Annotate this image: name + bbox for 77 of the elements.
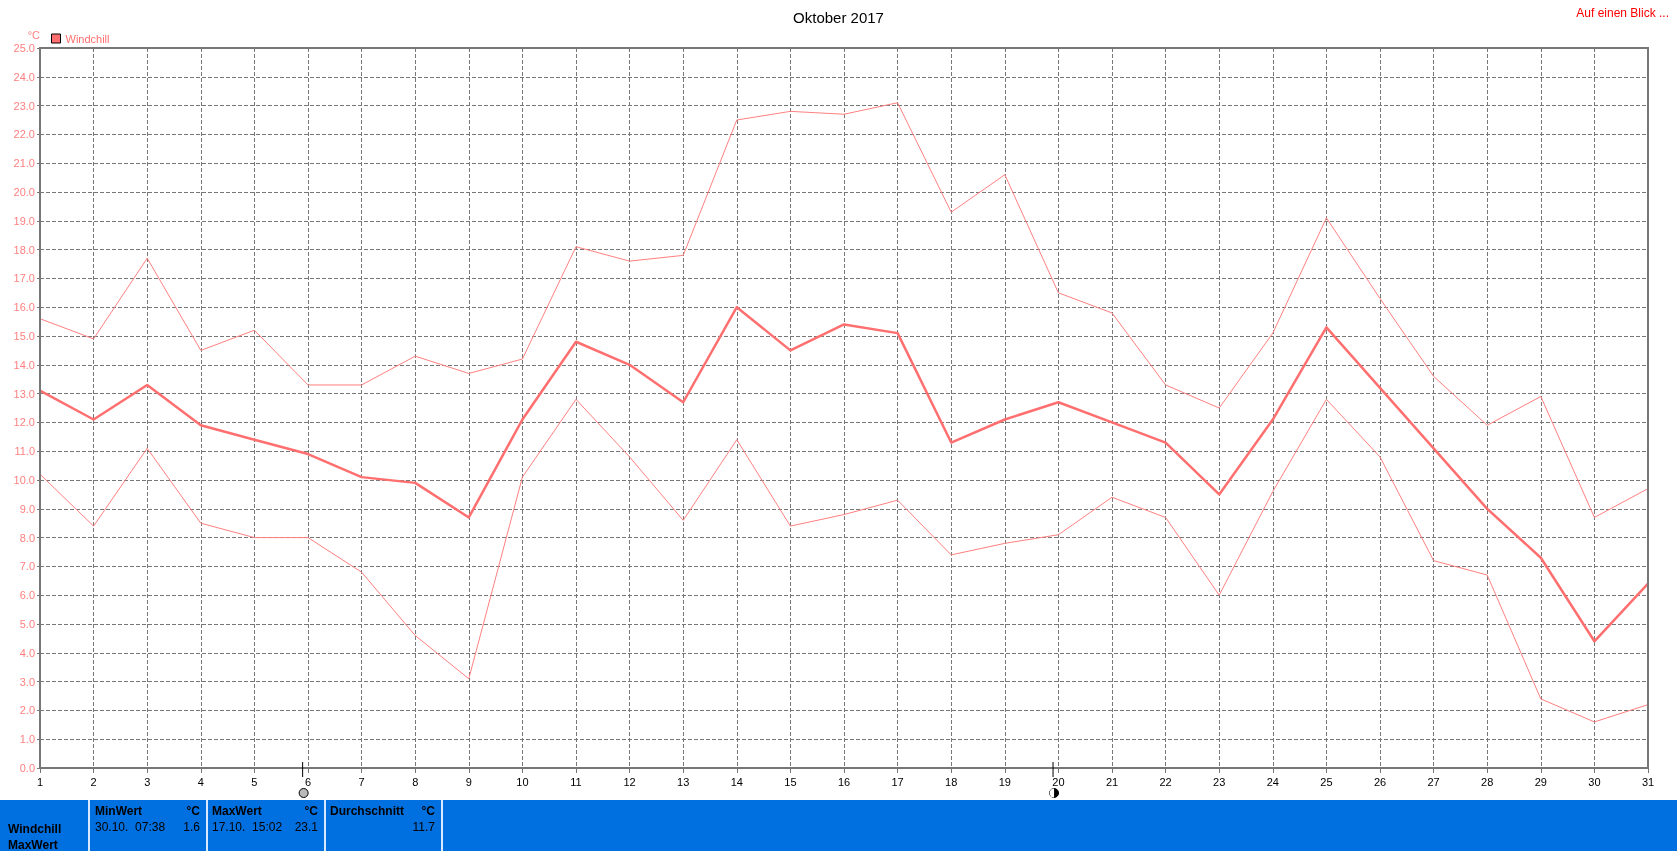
x-tick-label: 23	[1213, 775, 1226, 788]
x-tick-label: 5	[251, 775, 258, 788]
text: °C	[186, 804, 200, 818]
x-tick-label: 22	[1159, 775, 1172, 788]
y-tick-label: 25.0	[13, 42, 35, 54]
x-tick-label: 7	[358, 775, 365, 788]
line-series	[39, 102, 1649, 518]
text: 17.10. 15:02	[212, 820, 283, 834]
y-tick-label: 6.0	[19, 589, 35, 602]
x-tick-label: 30	[1588, 775, 1601, 788]
x-tick-label: 1	[36, 775, 44, 788]
x-tick-label: 25	[1320, 775, 1333, 788]
y-tick-label: 24.0	[13, 70, 35, 83]
text: 23.1	[294, 820, 318, 834]
x-tick-label: 16	[837, 775, 851, 788]
x-tick-label: 26	[1373, 775, 1387, 788]
x-tick-label: 24	[1266, 775, 1279, 788]
y-tick-label: 2.0	[19, 704, 35, 717]
text: 11.7	[412, 820, 435, 834]
y-tick-label: 8.0	[19, 531, 35, 544]
text: 1.6	[183, 820, 200, 834]
text: °C	[304, 804, 318, 818]
x-tick-label: 15	[784, 775, 797, 788]
x-tick-label: 2	[90, 775, 97, 788]
y-tick-label: 13.0	[13, 387, 35, 400]
y-tick-label: 1.0	[19, 733, 35, 746]
chart-title: Oktober 2017	[793, 9, 884, 26]
y-tick-label: 5.0	[19, 618, 35, 630]
x-tick-label: 4	[197, 775, 204, 788]
y-tick-label: 0.0	[19, 762, 35, 774]
y-tick-label: 11.0	[14, 445, 35, 458]
y-tick-label: 15.0	[13, 330, 35, 342]
x-tick-label: 31	[1641, 775, 1655, 788]
x-tick-label: 9	[465, 775, 472, 788]
x-tick-label: 21	[1105, 775, 1119, 788]
x-tick-label: 11	[570, 775, 582, 788]
y-tick-label: 21.0	[13, 157, 35, 170]
legend-label: Windchill	[65, 32, 110, 45]
x-tick-label: 6	[304, 775, 312, 788]
y-tick-label: 12.0	[13, 416, 35, 429]
x-tick-label: 29	[1534, 775, 1547, 788]
line-series	[39, 398, 1649, 723]
text: Windchill	[8, 822, 62, 836]
text: °C	[421, 804, 435, 818]
y-tick-label: 18.0	[13, 243, 35, 256]
y-tick-label: 20.0	[13, 186, 35, 198]
x-tick-label: 20	[1052, 775, 1065, 788]
x-tick-label: 17	[891, 775, 904, 788]
y-tick-label: 9.0	[19, 502, 35, 515]
y-tick-label: 10.0	[13, 474, 35, 486]
y-tick-label: 3.0	[19, 675, 35, 688]
y-tick-label: 23.0	[13, 99, 35, 112]
y-tick-label: 19.0	[13, 214, 35, 227]
y-tick-label: 4.0	[19, 646, 35, 659]
line-series	[38, 305, 1650, 643]
text: MaxWert	[8, 838, 58, 851]
x-tick-label: 27	[1427, 775, 1440, 788]
text: Durchschnitt	[330, 804, 405, 818]
text: MaxWert	[212, 804, 262, 818]
x-tick-label: 14	[730, 775, 743, 788]
y-tick-label: 17.0	[13, 272, 35, 285]
y-tick-label: 22.0	[13, 128, 35, 141]
y-tick-label: 7.0	[19, 560, 35, 573]
text: MinWert	[95, 804, 143, 818]
x-tick-label: 13	[677, 775, 690, 788]
x-tick-label: 3	[144, 775, 151, 788]
text: 30.10. 07:38	[95, 820, 166, 834]
x-tick-label: 8	[412, 775, 419, 788]
x-tick-label: 10	[516, 775, 529, 788]
x-tick-label: 12	[623, 775, 636, 788]
x-tick-label: 28	[1481, 775, 1494, 788]
y-axis-title: °C	[27, 28, 41, 41]
text: Auf einen Blick ...	[1576, 6, 1669, 20]
x-tick-label: 19	[998, 775, 1011, 788]
y-tick-label: 16.0	[13, 301, 35, 314]
x-tick-label: 18	[945, 775, 958, 788]
y-tick-label: 14.0	[13, 358, 35, 371]
